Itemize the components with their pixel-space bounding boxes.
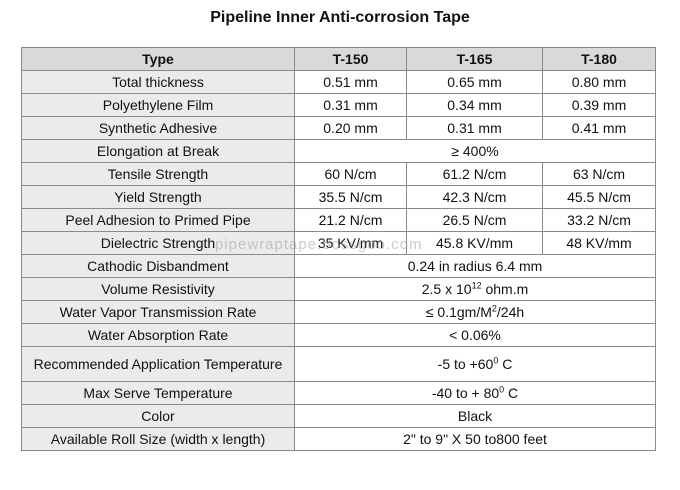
row-label: Recommended Application Temperature xyxy=(21,346,295,382)
row-label: Water Absorption Rate xyxy=(21,323,295,347)
cell-value: 63 N/cm xyxy=(542,162,656,186)
row-label: Yield Strength xyxy=(21,185,295,209)
superscript: 2 xyxy=(491,302,497,313)
cell-value: 60 N/cm xyxy=(294,162,407,186)
row-label: Dielectric Strength xyxy=(21,231,295,255)
cell-value: 45.8 KV/mm xyxy=(406,231,543,255)
cell-value: -40 to + 800 C xyxy=(294,381,656,405)
table-row: Water Vapor Transmission Rate ≤ 0.1gm/M2… xyxy=(21,300,656,324)
row-label: Polyethylene Film xyxy=(21,93,295,117)
table-row: Total thickness 0.51 mm 0.65 mm 0.80 mm xyxy=(21,70,656,94)
column-header-t165: T-165 xyxy=(406,47,543,71)
cell-value: 0.31 mm xyxy=(294,93,407,117)
cell-value: 0.31 mm xyxy=(406,116,543,140)
page-title: Pipeline Inner Anti-corrosion Tape xyxy=(210,9,470,26)
column-header-type: Type xyxy=(21,47,295,71)
cell-value: ≥ 400% xyxy=(294,139,656,163)
cell-value: -5 to +600 C xyxy=(294,346,656,382)
cell-value: 0.80 mm xyxy=(542,70,656,94)
cell-value: 0.65 mm xyxy=(406,70,543,94)
table-row: Water Absorption Rate < 0.06% xyxy=(21,323,656,347)
cell-value: 0.41 mm xyxy=(542,116,656,140)
value-text: -5 to +60 xyxy=(437,355,494,372)
table-row: Available Roll Size (width x length) 2" … xyxy=(21,427,656,451)
table-row: Cathodic Disbandment 0.24 in radius 6.4 … xyxy=(21,254,656,278)
row-label: Elongation at Break xyxy=(21,139,295,163)
table-row: Volume Resistivity 2.5 x 1012 ohm.m xyxy=(21,277,656,301)
cell-value: 0.39 mm xyxy=(542,93,656,117)
value-text: -40 to + 80 xyxy=(431,384,500,401)
cell-value: 26.5 N/cm xyxy=(406,208,543,232)
cell-value: 48 KV/mm xyxy=(542,231,656,255)
table-row: Dielectric Strength 35 KV/mm 45.8 KV/mm … xyxy=(21,231,656,255)
table-row: Max Serve Temperature -40 to + 800 C xyxy=(21,381,656,405)
cell-value: 42.3 N/cm xyxy=(406,185,543,209)
table-row: Recommended Application Temperature -5 t… xyxy=(21,346,656,382)
row-label: Total thickness xyxy=(21,70,295,94)
table-row: Polyethylene Film 0.31 mm 0.34 mm 0.39 m… xyxy=(21,93,656,117)
superscript: 0 xyxy=(499,383,505,394)
row-label: Available Roll Size (width x length) xyxy=(21,427,295,451)
cell-value: ≤ 0.1gm/M2/24h xyxy=(294,300,656,324)
cell-value: 0.24 in radius 6.4 mm xyxy=(294,254,656,278)
cell-value: 45.5 N/cm xyxy=(542,185,656,209)
column-header-t150: T-150 xyxy=(294,47,407,71)
table-row: Synthetic Adhesive 0.20 mm 0.31 mm 0.41 … xyxy=(21,116,656,140)
superscript: 0 xyxy=(493,354,499,365)
cell-value: 2.5 x 1012 ohm.m xyxy=(294,277,656,301)
value-text: C xyxy=(498,355,513,372)
row-label: Synthetic Adhesive xyxy=(21,116,295,140)
cell-value: 0.51 mm xyxy=(294,70,407,94)
value-text: C xyxy=(504,384,519,401)
table-row: Elongation at Break ≥ 400% xyxy=(21,139,656,163)
spec-table: Type T-150 T-165 T-180 Total thickness 0… xyxy=(21,47,656,451)
cell-value: 21.2 N/cm xyxy=(294,208,407,232)
column-header-t180: T-180 xyxy=(542,47,656,71)
row-label: Tensile Strength xyxy=(21,162,295,186)
table-header-row: Type T-150 T-165 T-180 xyxy=(21,47,656,71)
cell-value: Black xyxy=(294,404,656,428)
value-text: 2.5 x 10 xyxy=(421,280,472,297)
row-label: Max Serve Temperature xyxy=(21,381,295,405)
cell-value: 61.2 N/cm xyxy=(406,162,543,186)
table-row: Yield Strength 35.5 N/cm 42.3 N/cm 45.5 … xyxy=(21,185,656,209)
value-text: ohm.m xyxy=(481,280,529,297)
row-label: Color xyxy=(21,404,295,428)
row-label: Volume Resistivity xyxy=(21,277,295,301)
table-row: Color Black xyxy=(21,404,656,428)
cell-value: 35.5 N/cm xyxy=(294,185,407,209)
table-row: Peel Adhesion to Primed Pipe 21.2 N/cm 2… xyxy=(21,208,656,232)
cell-value: 0.34 mm xyxy=(406,93,543,117)
cell-value: 33.2 N/cm xyxy=(542,208,656,232)
row-label: Peel Adhesion to Primed Pipe xyxy=(21,208,295,232)
cell-value: 2" to 9" X 50 to800 feet xyxy=(294,427,656,451)
row-label: Water Vapor Transmission Rate xyxy=(21,300,295,324)
cell-value: < 0.06% xyxy=(294,323,656,347)
value-text: ≤ 0.1gm/M xyxy=(425,303,492,320)
superscript: 12 xyxy=(471,279,482,290)
cell-value: 0.20 mm xyxy=(294,116,407,140)
table-row: Tensile Strength 60 N/cm 61.2 N/cm 63 N/… xyxy=(21,162,656,186)
cell-value: 35 KV/mm xyxy=(294,231,407,255)
value-text: /24h xyxy=(496,303,525,320)
row-label: Cathodic Disbandment xyxy=(21,254,295,278)
